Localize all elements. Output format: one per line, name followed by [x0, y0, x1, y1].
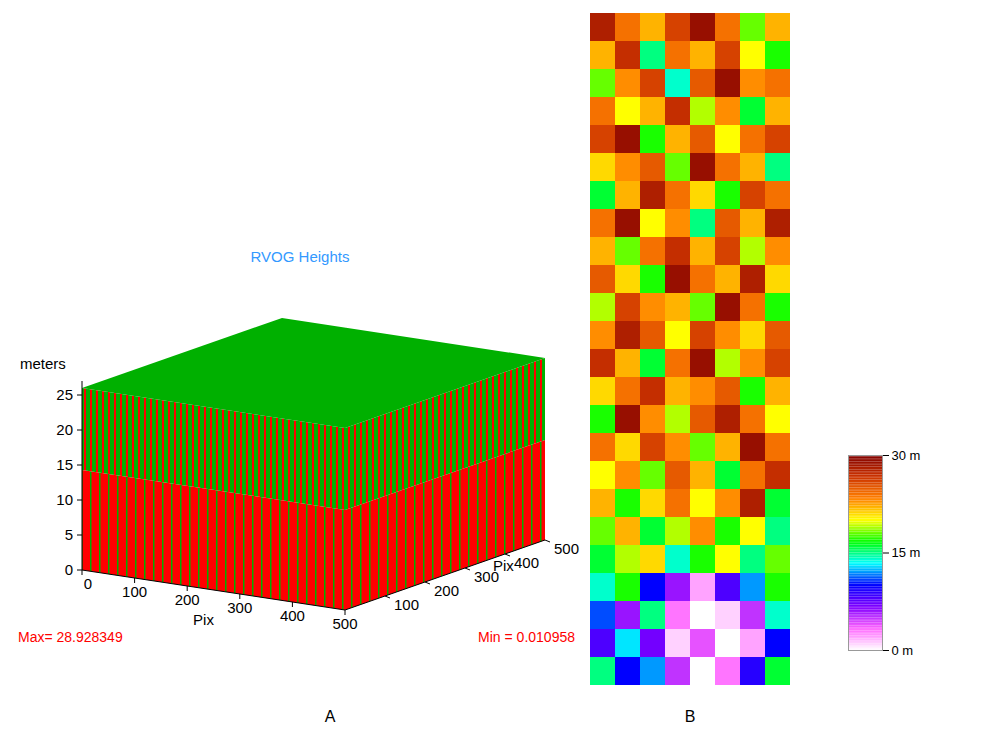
svg-text:100: 100 — [122, 583, 147, 600]
svg-text:400: 400 — [280, 607, 305, 624]
svg-text:meters: meters — [20, 355, 66, 372]
svg-text:300: 300 — [227, 599, 252, 616]
svg-text:300: 300 — [474, 568, 499, 585]
svg-text:200: 200 — [434, 582, 459, 599]
svg-text:100: 100 — [394, 596, 419, 613]
svg-text:A: A — [325, 708, 336, 725]
svg-text:0: 0 — [65, 561, 73, 578]
svg-text:200: 200 — [175, 591, 200, 608]
svg-text:0: 0 — [84, 575, 92, 592]
svg-text:500: 500 — [554, 540, 579, 557]
svg-text:20: 20 — [56, 421, 73, 438]
svg-text:30 m: 30 m — [892, 448, 921, 463]
svg-text:500: 500 — [332, 615, 357, 632]
svg-text:Max= 28.928349: Max= 28.928349 — [18, 629, 123, 645]
svg-text:0 m: 0 m — [892, 643, 914, 658]
svg-text:25: 25 — [56, 386, 73, 403]
svg-text:Min = 0.010958: Min = 0.010958 — [478, 629, 575, 645]
svg-text:B: B — [685, 708, 696, 725]
svg-text:15 m: 15 m — [892, 545, 921, 560]
svg-text:400: 400 — [514, 554, 539, 571]
svg-text:15: 15 — [56, 456, 73, 473]
svg-text:Pix: Pix — [493, 557, 514, 574]
svg-text:10: 10 — [56, 491, 73, 508]
svg-text:Pix: Pix — [193, 611, 214, 628]
svg-text:RVOG Heights: RVOG Heights — [251, 248, 350, 265]
svg-text:5: 5 — [65, 526, 73, 543]
